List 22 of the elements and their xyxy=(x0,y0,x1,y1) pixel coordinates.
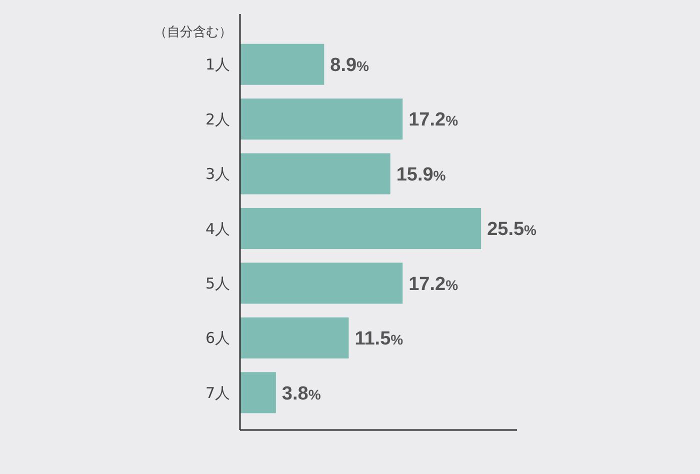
bar xyxy=(240,208,482,250)
data-label: 3.8% xyxy=(282,383,322,404)
y-tick-label: 4人 xyxy=(205,220,230,238)
y-tick-label: 2人 xyxy=(205,110,230,128)
y-tick-label: 1人 xyxy=(205,56,230,74)
bar xyxy=(240,44,324,85)
data-label: 11.5% xyxy=(354,328,404,350)
bar xyxy=(240,98,403,140)
bar xyxy=(240,372,276,414)
data-label: 17.2% xyxy=(408,110,459,131)
data-label: 8.9% xyxy=(330,55,370,76)
bar xyxy=(240,317,349,358)
bar xyxy=(240,262,403,304)
data-label: 17.2% xyxy=(408,274,459,295)
y-tick-label: 5人 xyxy=(205,274,230,292)
data-label: 15.9% xyxy=(396,164,446,186)
bar xyxy=(240,153,390,194)
y-tick-label: 7人 xyxy=(205,384,230,402)
y-tick-label: 6人 xyxy=(205,329,230,348)
data-label: 25.5% xyxy=(487,219,538,240)
y-axis-title: （自分含む） xyxy=(154,25,232,40)
y-tick-label: 3人 xyxy=(205,165,230,184)
